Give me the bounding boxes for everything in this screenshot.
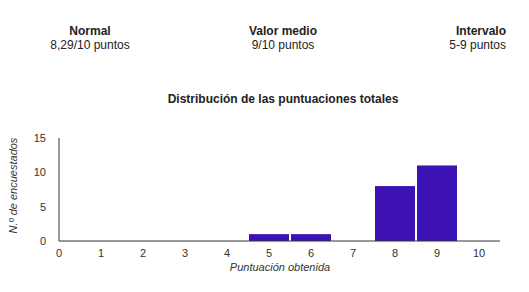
- stat-value: 5-9 puntos: [449, 38, 506, 52]
- chart-title: Distribución de las puntuaciones totales: [168, 92, 399, 106]
- y-tick-label: 15: [34, 132, 46, 144]
- y-tick-label: 5: [40, 201, 46, 213]
- y-tick-label: 0: [40, 235, 46, 247]
- chart-container: Normal8,29/10 puntos Valor medio9/10 punt…: [0, 0, 529, 292]
- x-tick-label: 8: [392, 247, 398, 259]
- y-tick-label: 10: [34, 166, 46, 178]
- bar: [291, 234, 331, 241]
- bar: [249, 234, 289, 241]
- x-axis: [59, 241, 500, 242]
- x-axis-label: Puntuación obtenida: [230, 261, 330, 273]
- x-tick-label: 2: [140, 247, 146, 259]
- bar: [417, 165, 457, 241]
- bar: [375, 186, 415, 241]
- x-tick-label: 3: [182, 247, 188, 259]
- stat-label: Normal: [69, 24, 110, 38]
- stat-label: Valor medio: [249, 24, 317, 38]
- x-tick-label: 0: [56, 247, 62, 259]
- x-tick-label: 5: [266, 247, 272, 259]
- x-tick-label: 10: [473, 247, 485, 259]
- x-tick-label: 6: [308, 247, 314, 259]
- stat-label: Intervalo: [456, 24, 506, 38]
- bars: [249, 165, 457, 241]
- y-axis: [59, 138, 60, 241]
- x-tick-label: 9: [434, 247, 440, 259]
- stat-value: 9/10 puntos: [252, 38, 315, 52]
- x-tick-label: 7: [350, 247, 356, 259]
- chart-svg: Normal8,29/10 puntos Valor medio9/10 punt…: [0, 0, 529, 292]
- x-tick-label: 4: [224, 247, 230, 259]
- x-tick-label: 1: [98, 247, 104, 259]
- y-axis-label: N.º de encuestados: [7, 137, 19, 233]
- stat-value: 8,29/10 puntos: [50, 38, 129, 52]
